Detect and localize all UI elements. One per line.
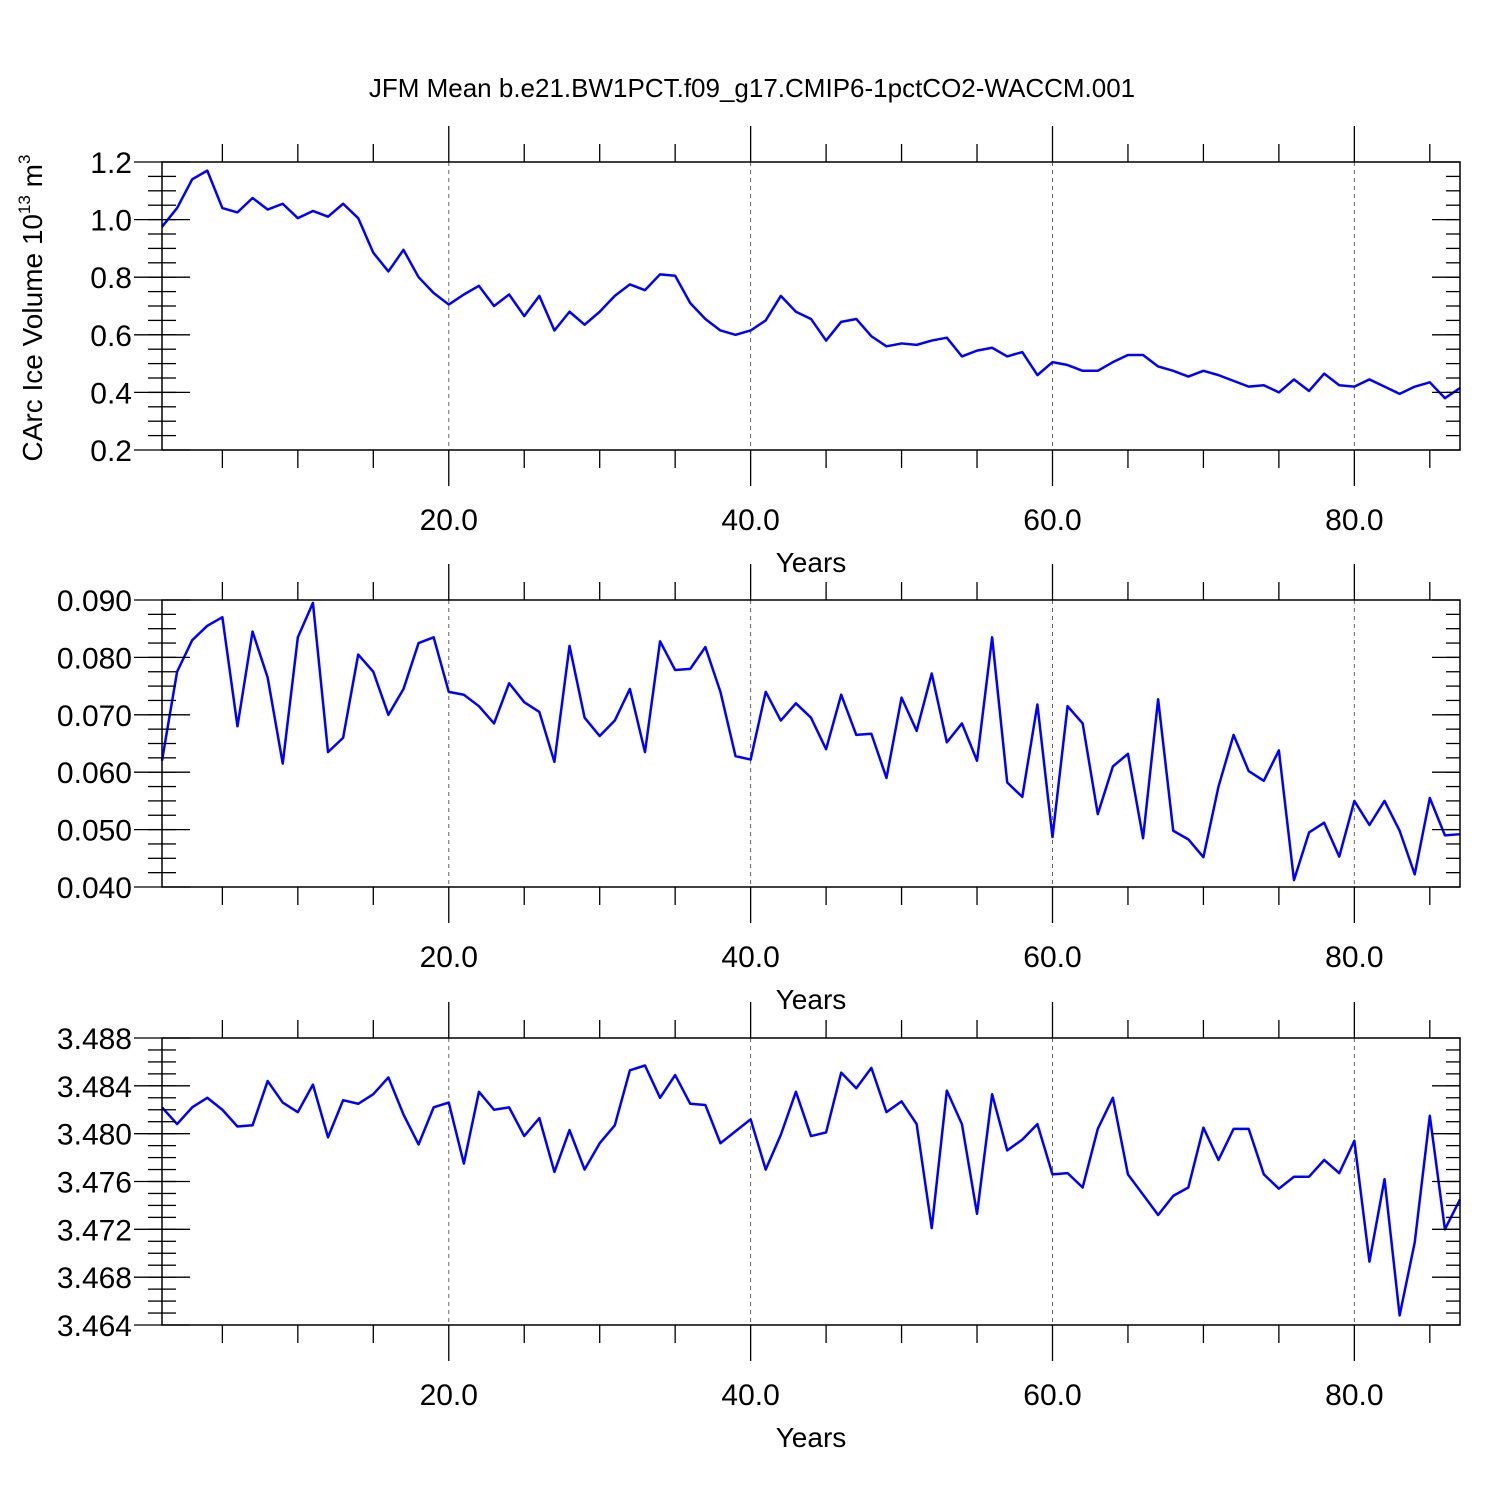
panels: 20.0 40.0 60.0 80.0 0.2 0.4 0.6 0.8 1.0 1.2 Years C… [15, 126, 1462, 1453]
x-tick-label: 20.0 [420, 941, 478, 974]
x-tick-label: 80.0 [1325, 941, 1383, 974]
x-tick-label: 40.0 [721, 941, 779, 974]
y-tick-label: 3.476 [57, 1167, 132, 1200]
y-tick-label: 1.0 [90, 205, 132, 238]
y-tick-label: 1.2 [90, 147, 132, 180]
y-tick-label: 0.8 [90, 262, 132, 295]
panel-1: 20.0 40.0 60.0 80.0 0.2 0.4 0.6 0.8 1.0 1.2 Years C… [15, 126, 1461, 578]
x-tick-label: 40.0 [721, 504, 779, 537]
y-tick-label: 0.080 [57, 642, 132, 675]
x-tick-label: 60.0 [1023, 504, 1081, 537]
x-tick-label: 40.0 [721, 1379, 779, 1412]
y-tick-label: 0.6 [90, 320, 132, 353]
chart-title: JFM Mean b.e21.BW1PCT.f09_g17.CMIP6-1pct… [369, 73, 1135, 103]
panel-3: 20.0 40.0 60.0 80.0 3.464 3.468 3.472 3.476 3.48… [57, 1002, 1462, 1453]
y-tick-label: 3.484 [57, 1071, 132, 1104]
x-tick-label: 80.0 [1325, 504, 1383, 537]
y-tick-label: 0.040 [57, 872, 132, 905]
panel-2: 20.0 40.0 60.0 80.0 0.040 0.050 0.060 0.070 0.08… [57, 564, 1461, 1015]
x-axis-label: Years [776, 984, 847, 1015]
x-tick-label: 60.0 [1023, 941, 1081, 974]
data-series-line [160, 601, 1461, 882]
y-tick-label: 0.070 [57, 700, 132, 733]
y-tick-label: 3.480 [57, 1119, 132, 1152]
x-tick-label: 20.0 [420, 504, 478, 537]
x-tick-label: 60.0 [1023, 1379, 1081, 1412]
x-tick-label: 80.0 [1325, 1379, 1383, 1412]
data-series-line [161, 169, 1461, 400]
x-tick-label: 20.0 [420, 1379, 478, 1412]
y-tick-label: 0.4 [90, 377, 132, 410]
x-axis-label: Years [776, 1422, 847, 1453]
y-tick-label: 0.060 [57, 757, 132, 790]
y-tick-label: 0.050 [57, 815, 132, 848]
y-tick-label: 3.488 [57, 1023, 132, 1056]
y-tick-label: 3.468 [57, 1262, 132, 1295]
y-tick-label: 3.472 [57, 1214, 132, 1247]
y-tick-label: 3.464 [57, 1310, 132, 1343]
data-series-line [161, 1064, 1462, 1317]
x-axis-label: Years [776, 547, 847, 578]
y-axis-label: CArc Ice Volume 1013 m3 [15, 155, 48, 462]
y-tick-label: 0.2 [90, 435, 132, 468]
y-tick-label: 0.090 [57, 585, 132, 618]
